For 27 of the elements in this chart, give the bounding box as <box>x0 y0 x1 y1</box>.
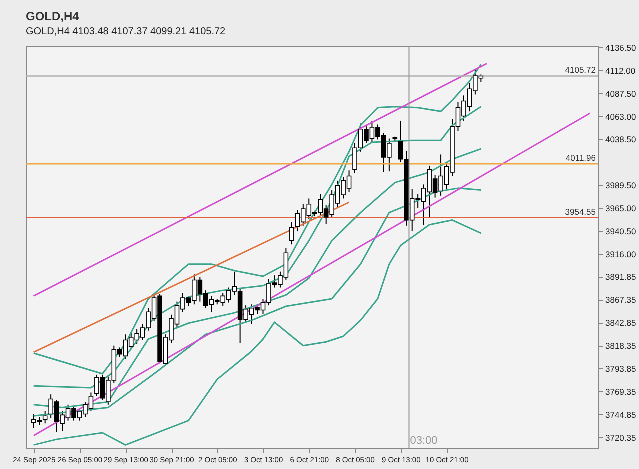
y-tick-label: 3867.35 <box>606 295 636 306</box>
y-tick-label: 3793.85 <box>606 364 636 374</box>
ref-line-label: 4011.96 <box>566 153 596 164</box>
ref-line-label: 3954.55 <box>565 206 596 217</box>
candlestick <box>290 222 294 246</box>
line-series <box>33 148 482 408</box>
y-tick-label: 4087.50 <box>606 88 636 99</box>
candlestick <box>42 410 48 424</box>
y-tick-label: 3744.85 <box>606 410 636 420</box>
y-tick-label: 3965.00 <box>606 204 636 214</box>
y-tick-label: 4136.50 <box>606 42 636 53</box>
y-tick-label: 3891.85 <box>606 272 636 282</box>
y-tick-label: 4112.00 <box>606 66 636 76</box>
y-tick-label: 3842.85 <box>606 318 636 328</box>
y-tick-label: 3818.35 <box>606 341 636 352</box>
chart-title: GOLD,H4 <box>26 9 80 24</box>
y-tick-label: 3989.50 <box>606 180 636 191</box>
annotation: 03:00 <box>410 435 438 447</box>
line-series <box>33 220 482 446</box>
y-tick-label: 3940.50 <box>606 226 636 237</box>
chart-subtitle: GOLD,H4 4103.48 4107.37 4099.21 4105.72 <box>26 26 226 38</box>
y-tick-label: 3916.00 <box>606 250 636 260</box>
y-tick-label: 3720.35 <box>606 432 636 443</box>
y-tick-label: 3769.35 <box>606 386 636 397</box>
y-tick-label: 4038.50 <box>606 134 636 145</box>
ref-line-label: 4105.72 <box>565 65 596 76</box>
y-tick-label: 4063.00 <box>606 112 636 122</box>
